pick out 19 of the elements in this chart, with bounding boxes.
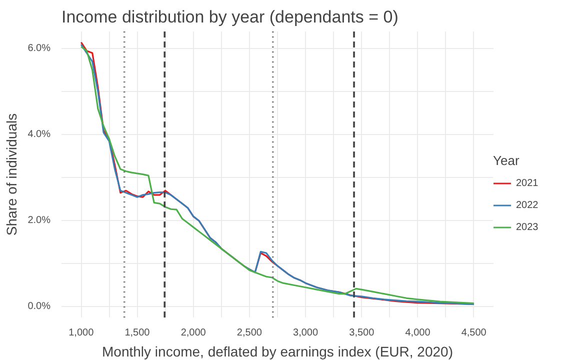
x-tick-label: 1,000: [68, 328, 94, 338]
chart-title: Income distribution by year (dependants = 0): [62, 8, 398, 26]
x-tick-label: 2,000: [180, 328, 206, 338]
y-tick-label: 6.0%: [28, 43, 51, 54]
x-tick-label: 1,500: [124, 328, 150, 338]
x-tick-label: 3,000: [293, 328, 319, 338]
x-tick-label: 4,500: [461, 328, 487, 338]
x-tick-label: 3,500: [349, 328, 375, 338]
y-tick-label: 2.0%: [28, 215, 51, 226]
x-axis-title: Monthly income, deflated by earnings index (EUR, 2020): [102, 344, 453, 360]
legend-label: 2021: [516, 178, 538, 188]
legend-title: Year: [493, 153, 520, 168]
y-axis-title: Share of individuals: [4, 113, 20, 236]
legend-label: 2022: [516, 200, 538, 210]
y-tick-label: 4.0%: [28, 129, 51, 140]
y-tick-label: 0.0%: [28, 301, 51, 312]
legend-label: 2023: [516, 222, 538, 232]
x-tick-label: 4,000: [405, 328, 431, 338]
x-tick-label: 2,500: [236, 328, 262, 338]
